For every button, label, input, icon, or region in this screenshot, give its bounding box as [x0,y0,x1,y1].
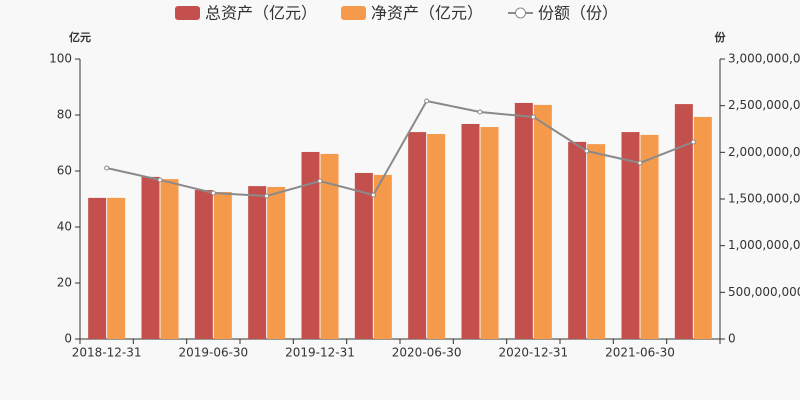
bar [267,186,286,339]
y-tick-label: 20 [57,276,72,290]
legend-label: 净资产（亿元） [371,4,483,23]
y-tick-label: 60 [57,164,72,178]
bar [674,104,693,339]
x-tick-label: 2020-06-30 [392,346,462,360]
y-axis-label: 亿元 [69,30,91,44]
point [530,114,536,120]
x-tick-label: 2020-12-31 [498,346,568,360]
y2-tick-label: 1,000,000,000 [728,238,800,252]
point [317,178,323,184]
point [157,177,163,183]
x-tick-label: 2018-12-31 [72,346,142,360]
y2-tick-label: 3,000,000,000 [728,52,800,66]
x-tick-label: 2019-06-30 [178,346,248,360]
point [264,193,270,199]
bar [461,123,480,340]
y-tick-label: 80 [57,108,72,122]
bar [107,197,126,339]
x-tick-label: 2019-12-31 [285,346,355,360]
bar [141,176,160,339]
legend-icon [175,6,200,20]
legend-icon [341,6,366,20]
y-tick-label: 100 [49,52,72,66]
bar [373,174,392,339]
point [370,192,376,198]
point [104,165,110,171]
y2-axis-label: 份 [715,30,727,44]
bar [514,102,533,340]
bar [88,197,107,339]
bar [533,104,552,339]
bar [587,144,606,339]
point [477,109,483,115]
bar [621,132,640,339]
point [690,139,696,145]
y-tick-label: 0 [64,332,72,346]
legend-icon [515,7,526,19]
bar [160,179,179,339]
point [210,190,216,196]
point [424,98,430,104]
bar [320,153,339,339]
line [106,99,694,198]
y2-tick-label: 2,000,000,000 [728,145,800,159]
y2-tick-label: 2,500,000,000 [728,98,800,112]
y2-tick-label: 500,000,000 [728,285,800,299]
bar [194,190,213,339]
bar [248,186,267,339]
y2-tick-label: 1,500,000,000 [728,192,800,206]
bar [640,134,659,339]
bar [213,192,232,339]
bar [354,172,373,339]
y2-tick-label: 0 [728,332,736,346]
legend-label: 总资产（亿元） [205,4,317,23]
bar [408,132,427,339]
bar [427,134,446,339]
y-tick-label: 40 [57,220,72,234]
point [637,160,643,166]
point [584,148,590,154]
bar [301,151,320,339]
x-tick-label: 2021-06-30 [605,346,675,360]
bar [693,116,712,340]
bar [480,127,499,339]
bar [568,141,587,339]
legend-label: 份额（份） [538,4,618,23]
